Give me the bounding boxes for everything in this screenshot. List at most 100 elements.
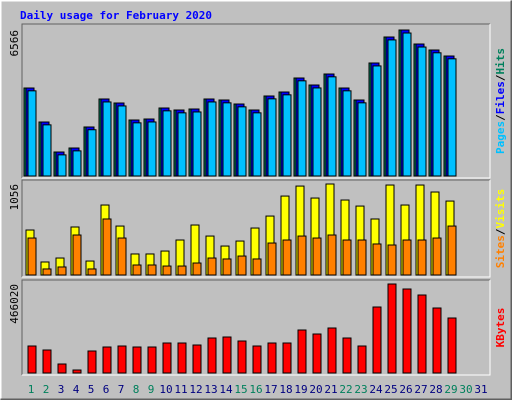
legend: Sites/Visits [494,189,507,269]
bar [42,349,52,374]
bar [162,342,172,374]
bar [192,111,202,177]
x-tick-label: 31 [474,383,487,396]
x-tick-label: 20 [309,383,322,396]
bar [267,98,277,177]
bar [357,345,367,374]
bar [342,337,352,374]
bar [102,218,112,276]
bar [402,288,412,374]
bar [147,346,157,374]
bar [267,242,277,276]
x-tick-label: 11 [174,383,187,396]
x-tick-label: 29 [444,383,457,396]
x-tick-label: 13 [204,383,217,396]
x-tick-label: 8 [133,383,140,396]
x-tick-label: 23 [354,383,367,396]
bar [57,154,67,177]
x-tick-label: 19 [294,383,307,396]
bar [327,327,337,374]
x-tick-label: 2 [43,383,50,396]
bar [432,52,442,177]
bar [222,258,232,276]
bar [192,262,202,276]
bar [27,237,37,276]
bar [72,150,82,177]
bar [432,307,442,374]
bar [27,345,37,374]
bar [222,102,232,177]
bar [387,39,397,177]
x-tick-label: 28 [429,383,442,396]
bar [57,363,67,374]
x-tick-label: 12 [189,383,202,396]
legend: Pages/Files/Hits [494,48,507,154]
bar [207,101,217,177]
legend-entry: Visits [494,189,507,229]
legend-entry: Hits [494,48,507,75]
bar [132,122,142,177]
bar [177,112,187,177]
bar [342,239,352,276]
bar [237,255,247,276]
y-tick-label: 466020 [8,284,21,324]
bar [207,257,217,276]
bar [372,243,382,276]
legend-entry: KBytes [494,308,507,348]
panel-edge-light [22,280,491,376]
chart-title: Daily usage for February 2020 [20,9,212,22]
bar [312,87,322,177]
x-tick-label: 25 [384,383,397,396]
x-tick-label: 3 [58,383,65,396]
bar [27,90,37,177]
bar [282,94,292,177]
x-tick-label: 18 [279,383,292,396]
bar [387,283,397,374]
y-tick-label: 1056 [8,184,21,211]
legend-separator: / [494,228,507,235]
x-tick-label: 7 [118,383,125,396]
bar [72,234,82,276]
legend: KBytes [494,308,507,348]
bar [102,346,112,374]
x-tick-label: 1 [28,383,35,396]
bar [417,46,427,177]
bar [237,340,247,374]
x-tick-label: 24 [369,383,383,396]
x-tick-label: 22 [339,383,352,396]
x-tick-label: 14 [219,383,233,396]
bar [297,235,307,276]
x-tick-label: 15 [234,383,247,396]
bar [237,106,247,177]
bar [147,121,157,177]
bar [417,294,427,374]
panel-edge-dark [21,179,490,277]
bar [297,80,307,177]
bar [87,268,97,276]
x-tick-label: 9 [148,383,155,396]
bar [87,350,97,374]
bar [252,345,262,374]
bar [252,112,262,177]
bar [447,58,457,177]
panel-edge-light [22,24,491,179]
bar [42,268,52,276]
bar [327,234,337,276]
bar [57,266,67,276]
bar [177,265,187,276]
legend-entry: Pages [494,121,507,154]
bar [192,344,202,374]
x-tick-label: 4 [73,383,80,396]
bar [372,65,382,177]
x-tick-label: 27 [414,383,427,396]
bar [432,237,442,276]
bar [417,239,427,276]
legend-separator: / [494,114,507,121]
x-tick-label: 21 [324,383,337,396]
bar [132,346,142,374]
bar [447,317,457,374]
panel-edge-dark [21,23,490,178]
bar [162,265,172,276]
bar [132,264,142,276]
